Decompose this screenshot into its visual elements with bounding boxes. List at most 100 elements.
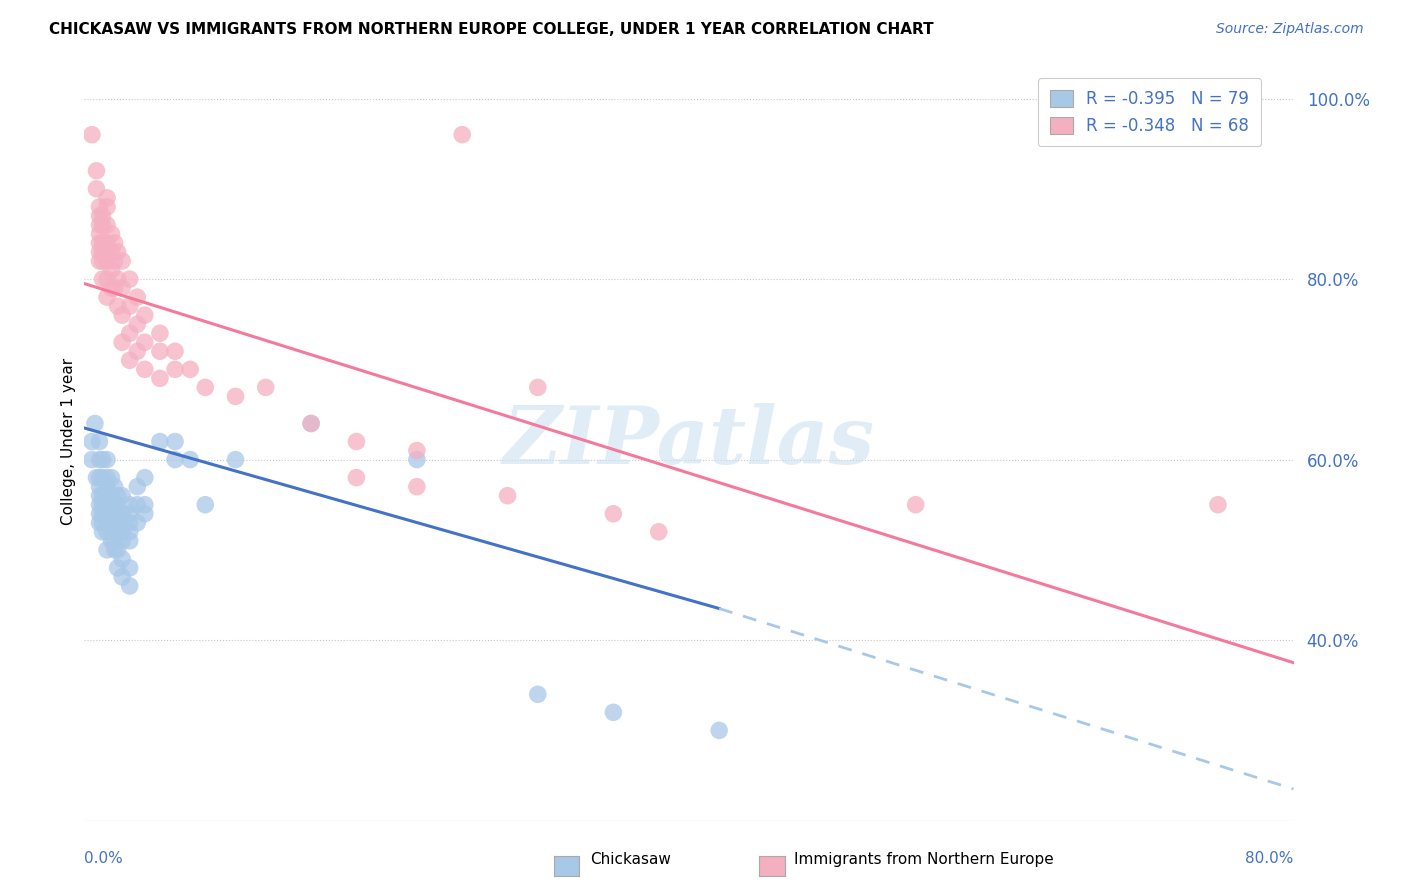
- Point: [89, 227, 111, 241]
- Point: [165, 434, 187, 449]
- Point: [118, 299, 141, 313]
- Point: [107, 524, 129, 539]
- Point: [89, 434, 111, 449]
- Text: Source: ZipAtlas.com: Source: ZipAtlas.com: [1216, 22, 1364, 37]
- Text: 80.0%: 80.0%: [1246, 851, 1294, 866]
- Point: [89, 209, 111, 223]
- Point: [107, 561, 129, 575]
- Text: ZIPatlas: ZIPatlas: [503, 403, 875, 480]
- Point: [96, 516, 118, 530]
- Point: [496, 489, 519, 503]
- Point: [91, 516, 114, 530]
- Point: [134, 498, 156, 512]
- Point: [406, 443, 429, 458]
- Y-axis label: College, Under 1 year: College, Under 1 year: [60, 358, 76, 525]
- Point: [225, 452, 247, 467]
- Point: [100, 281, 122, 295]
- Point: [602, 507, 624, 521]
- Text: Immigrants from Northern Europe: Immigrants from Northern Europe: [794, 852, 1054, 867]
- Point: [107, 489, 129, 503]
- Point: [406, 480, 429, 494]
- Point: [107, 516, 129, 530]
- Point: [100, 263, 122, 277]
- Point: [96, 498, 118, 512]
- Point: [89, 489, 111, 503]
- Point: [89, 452, 111, 467]
- Point: [118, 507, 141, 521]
- Point: [904, 498, 927, 512]
- Point: [91, 235, 114, 250]
- Point: [100, 524, 122, 539]
- Point: [100, 244, 122, 259]
- Point: [194, 380, 217, 394]
- Point: [118, 579, 141, 593]
- Point: [111, 533, 134, 548]
- Point: [96, 218, 118, 232]
- Point: [179, 362, 201, 376]
- Point: [346, 434, 368, 449]
- Point: [89, 480, 111, 494]
- Point: [1206, 498, 1229, 512]
- Point: [165, 344, 187, 359]
- Point: [111, 524, 134, 539]
- Point: [107, 272, 129, 286]
- Point: [134, 470, 156, 484]
- Point: [118, 498, 141, 512]
- Point: [111, 254, 134, 268]
- Point: [406, 452, 429, 467]
- Point: [96, 524, 118, 539]
- Point: [86, 470, 108, 484]
- Point: [709, 723, 731, 738]
- Point: [104, 480, 127, 494]
- Point: [91, 244, 114, 259]
- Point: [104, 254, 127, 268]
- Point: [254, 380, 277, 394]
- Point: [91, 452, 114, 467]
- Point: [104, 281, 127, 295]
- Point: [111, 570, 134, 584]
- Point: [89, 200, 111, 214]
- Point: [96, 290, 118, 304]
- Point: [107, 498, 129, 512]
- Point: [179, 452, 201, 467]
- Text: Chickasaw: Chickasaw: [591, 852, 672, 867]
- Point: [100, 533, 122, 548]
- Point: [118, 326, 141, 341]
- Point: [127, 290, 149, 304]
- Point: [107, 244, 129, 259]
- Point: [165, 452, 187, 467]
- Point: [86, 163, 108, 178]
- Point: [89, 470, 111, 484]
- Point: [118, 524, 141, 539]
- Point: [104, 235, 127, 250]
- Point: [111, 552, 134, 566]
- Point: [80, 452, 103, 467]
- Point: [89, 498, 111, 512]
- Point: [134, 507, 156, 521]
- Point: [149, 434, 172, 449]
- Point: [127, 480, 149, 494]
- Point: [96, 507, 118, 521]
- Point: [100, 470, 122, 484]
- Point: [100, 498, 122, 512]
- Point: [100, 507, 122, 521]
- Point: [225, 389, 247, 403]
- Point: [648, 524, 671, 539]
- Point: [149, 344, 172, 359]
- Point: [96, 254, 118, 268]
- Point: [91, 254, 114, 268]
- Point: [527, 380, 550, 394]
- Point: [118, 561, 141, 575]
- Point: [80, 128, 103, 142]
- Point: [104, 507, 127, 521]
- Point: [111, 335, 134, 350]
- Point: [96, 244, 118, 259]
- Point: [451, 128, 474, 142]
- Point: [89, 507, 111, 521]
- Point: [194, 498, 217, 512]
- Point: [86, 182, 108, 196]
- Point: [299, 417, 322, 431]
- Point: [104, 516, 127, 530]
- Point: [104, 524, 127, 539]
- Point: [111, 489, 134, 503]
